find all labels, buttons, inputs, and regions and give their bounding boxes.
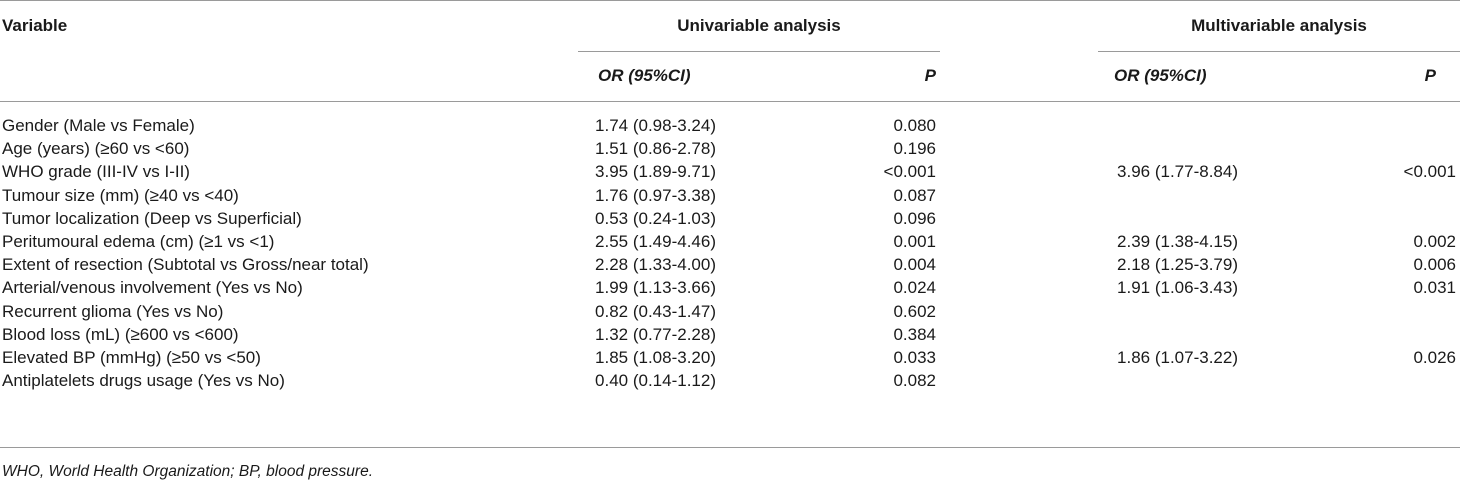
cell-variable: Gender (Male vs Female) [2,116,195,135]
cell-multi-or: 1.91 (1.06-3.43) [1117,278,1238,298]
header-univariable: Univariable analysis [677,16,841,35]
univariable-underline [578,51,940,52]
cell-uni-or: 1.99 (1.13-3.66) [595,278,716,298]
cell-variable: Recurrent glioma (Yes vs No) [2,301,224,321]
cell-multi-p: 0.031 [1413,278,1456,298]
header-uni-p: P [924,66,936,85]
cell-multi-or: 2.18 (1.25-3.79) [1117,255,1238,275]
cell-uni-p: 0.096 [893,208,936,228]
cell-variable: Age (years) (≥60 vs <60) [2,139,190,159]
cell-variable: Tumour size (mm) (≥40 vs <40) [2,185,239,205]
header-rule [0,101,1460,102]
cell-uni-p: 0.087 [893,185,936,205]
cell-variable: Antiplatelets drugs usage (Yes vs No) [2,371,285,391]
cell-uni-or: 3.95 (1.89-9.71) [595,162,716,182]
cell-uni-p: 0.082 [893,371,936,391]
header-uni-or: OR (95%CI) [598,66,691,85]
cell-multi-p: 0.026 [1413,348,1456,367]
cell-variable: Elevated BP (mmHg) (≥50 vs <50) [2,348,261,367]
cell-uni-or: 1.32 (0.77-2.28) [595,324,716,344]
cell-uni-or: 0.82 (0.43-1.47) [595,301,716,321]
top-rule [0,0,1460,1]
header-variable: Variable [2,16,68,35]
cell-uni-or: 1.74 (0.98-3.24) [595,116,716,135]
bottom-rule [0,447,1460,448]
cell-uni-or: 2.55 (1.49-4.46) [595,232,716,251]
cell-uni-or: 0.53 (0.24-1.03) [595,208,716,228]
cell-uni-p: 0.033 [893,348,936,367]
cell-multi-or: 3.96 (1.77-8.84) [1117,162,1238,182]
cell-uni-or: 1.85 (1.08-3.20) [595,348,716,367]
cell-uni-p: <0.001 [883,162,936,182]
cell-multi-p: <0.001 [1403,162,1456,182]
table-footnote: WHO, World Health Organization; BP, bloo… [2,463,374,480]
cell-uni-or: 2.28 (1.33-4.00) [595,255,716,275]
cell-uni-p: 0.001 [893,232,936,251]
cell-variable: Blood loss (mL) (≥600 vs <600) [2,324,239,344]
cell-uni-or: 1.76 (0.97-3.38) [595,185,716,205]
cell-variable: WHO grade (III-IV vs I-II) [2,162,190,182]
header-multi-or: OR (95%CI) [1114,66,1207,85]
cell-uni-or: 0.40 (0.14-1.12) [595,371,716,391]
cell-uni-p: 0.080 [893,116,936,135]
cell-variable: Tumor localization (Deep vs Superficial) [2,208,302,228]
cell-variable: Arterial/venous involvement (Yes vs No) [2,278,303,298]
cell-multi-p: 0.006 [1413,255,1456,275]
cell-multi-or: 2.39 (1.38-4.15) [1117,232,1238,251]
multivariable-underline [1098,51,1460,52]
cell-variable: Peritumoural edema (cm) (≥1 vs <1) [2,232,275,251]
header-multi-p: P [1424,66,1436,85]
header-multivariable: Multivariable analysis [1191,16,1367,35]
cell-uni-p: 0.196 [893,139,936,159]
cell-uni-p: 0.602 [893,301,936,321]
cell-multi-p: 0.002 [1413,232,1456,251]
cell-uni-p: 0.024 [893,278,936,298]
cell-variable: Extent of resection (Subtotal vs Gross/n… [2,255,369,275]
cell-uni-p: 0.384 [893,324,936,344]
cell-uni-or: 1.51 (0.86-2.78) [595,139,716,159]
cell-multi-or: 1.86 (1.07-3.22) [1117,348,1238,367]
cell-uni-p: 0.004 [893,255,936,275]
